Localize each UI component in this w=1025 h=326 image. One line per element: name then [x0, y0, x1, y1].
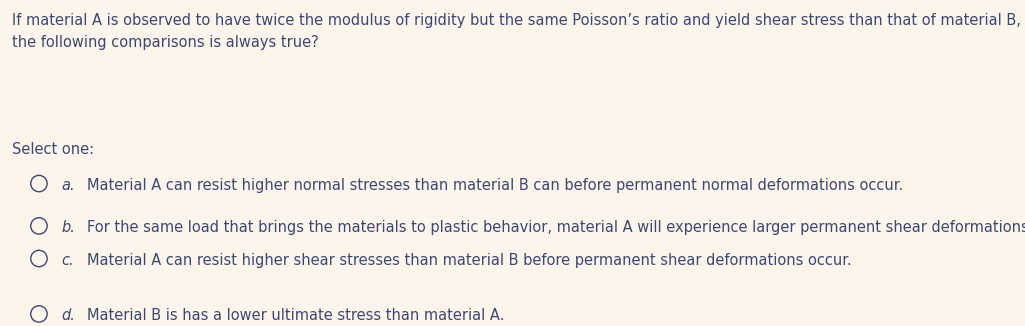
Text: c.: c.	[62, 253, 74, 268]
Text: d.: d.	[62, 308, 76, 323]
Text: Material A can resist higher shear stresses than material B before permanent she: Material A can resist higher shear stres…	[87, 253, 852, 268]
Text: Material B is has a lower ultimate stress than material A.: Material B is has a lower ultimate stres…	[87, 308, 504, 323]
Text: For the same load that brings the materials to plastic behavior, material A will: For the same load that brings the materi…	[87, 220, 1025, 235]
Text: b.: b.	[62, 220, 76, 235]
Text: Select one:: Select one:	[12, 142, 94, 157]
Text: Material A can resist higher normal stresses than material B can before permanen: Material A can resist higher normal stre…	[87, 178, 903, 193]
Text: a.: a.	[62, 178, 75, 193]
Text: If material A is observed to have twice the modulus of rigidity but the same Poi: If material A is observed to have twice …	[12, 13, 1025, 50]
